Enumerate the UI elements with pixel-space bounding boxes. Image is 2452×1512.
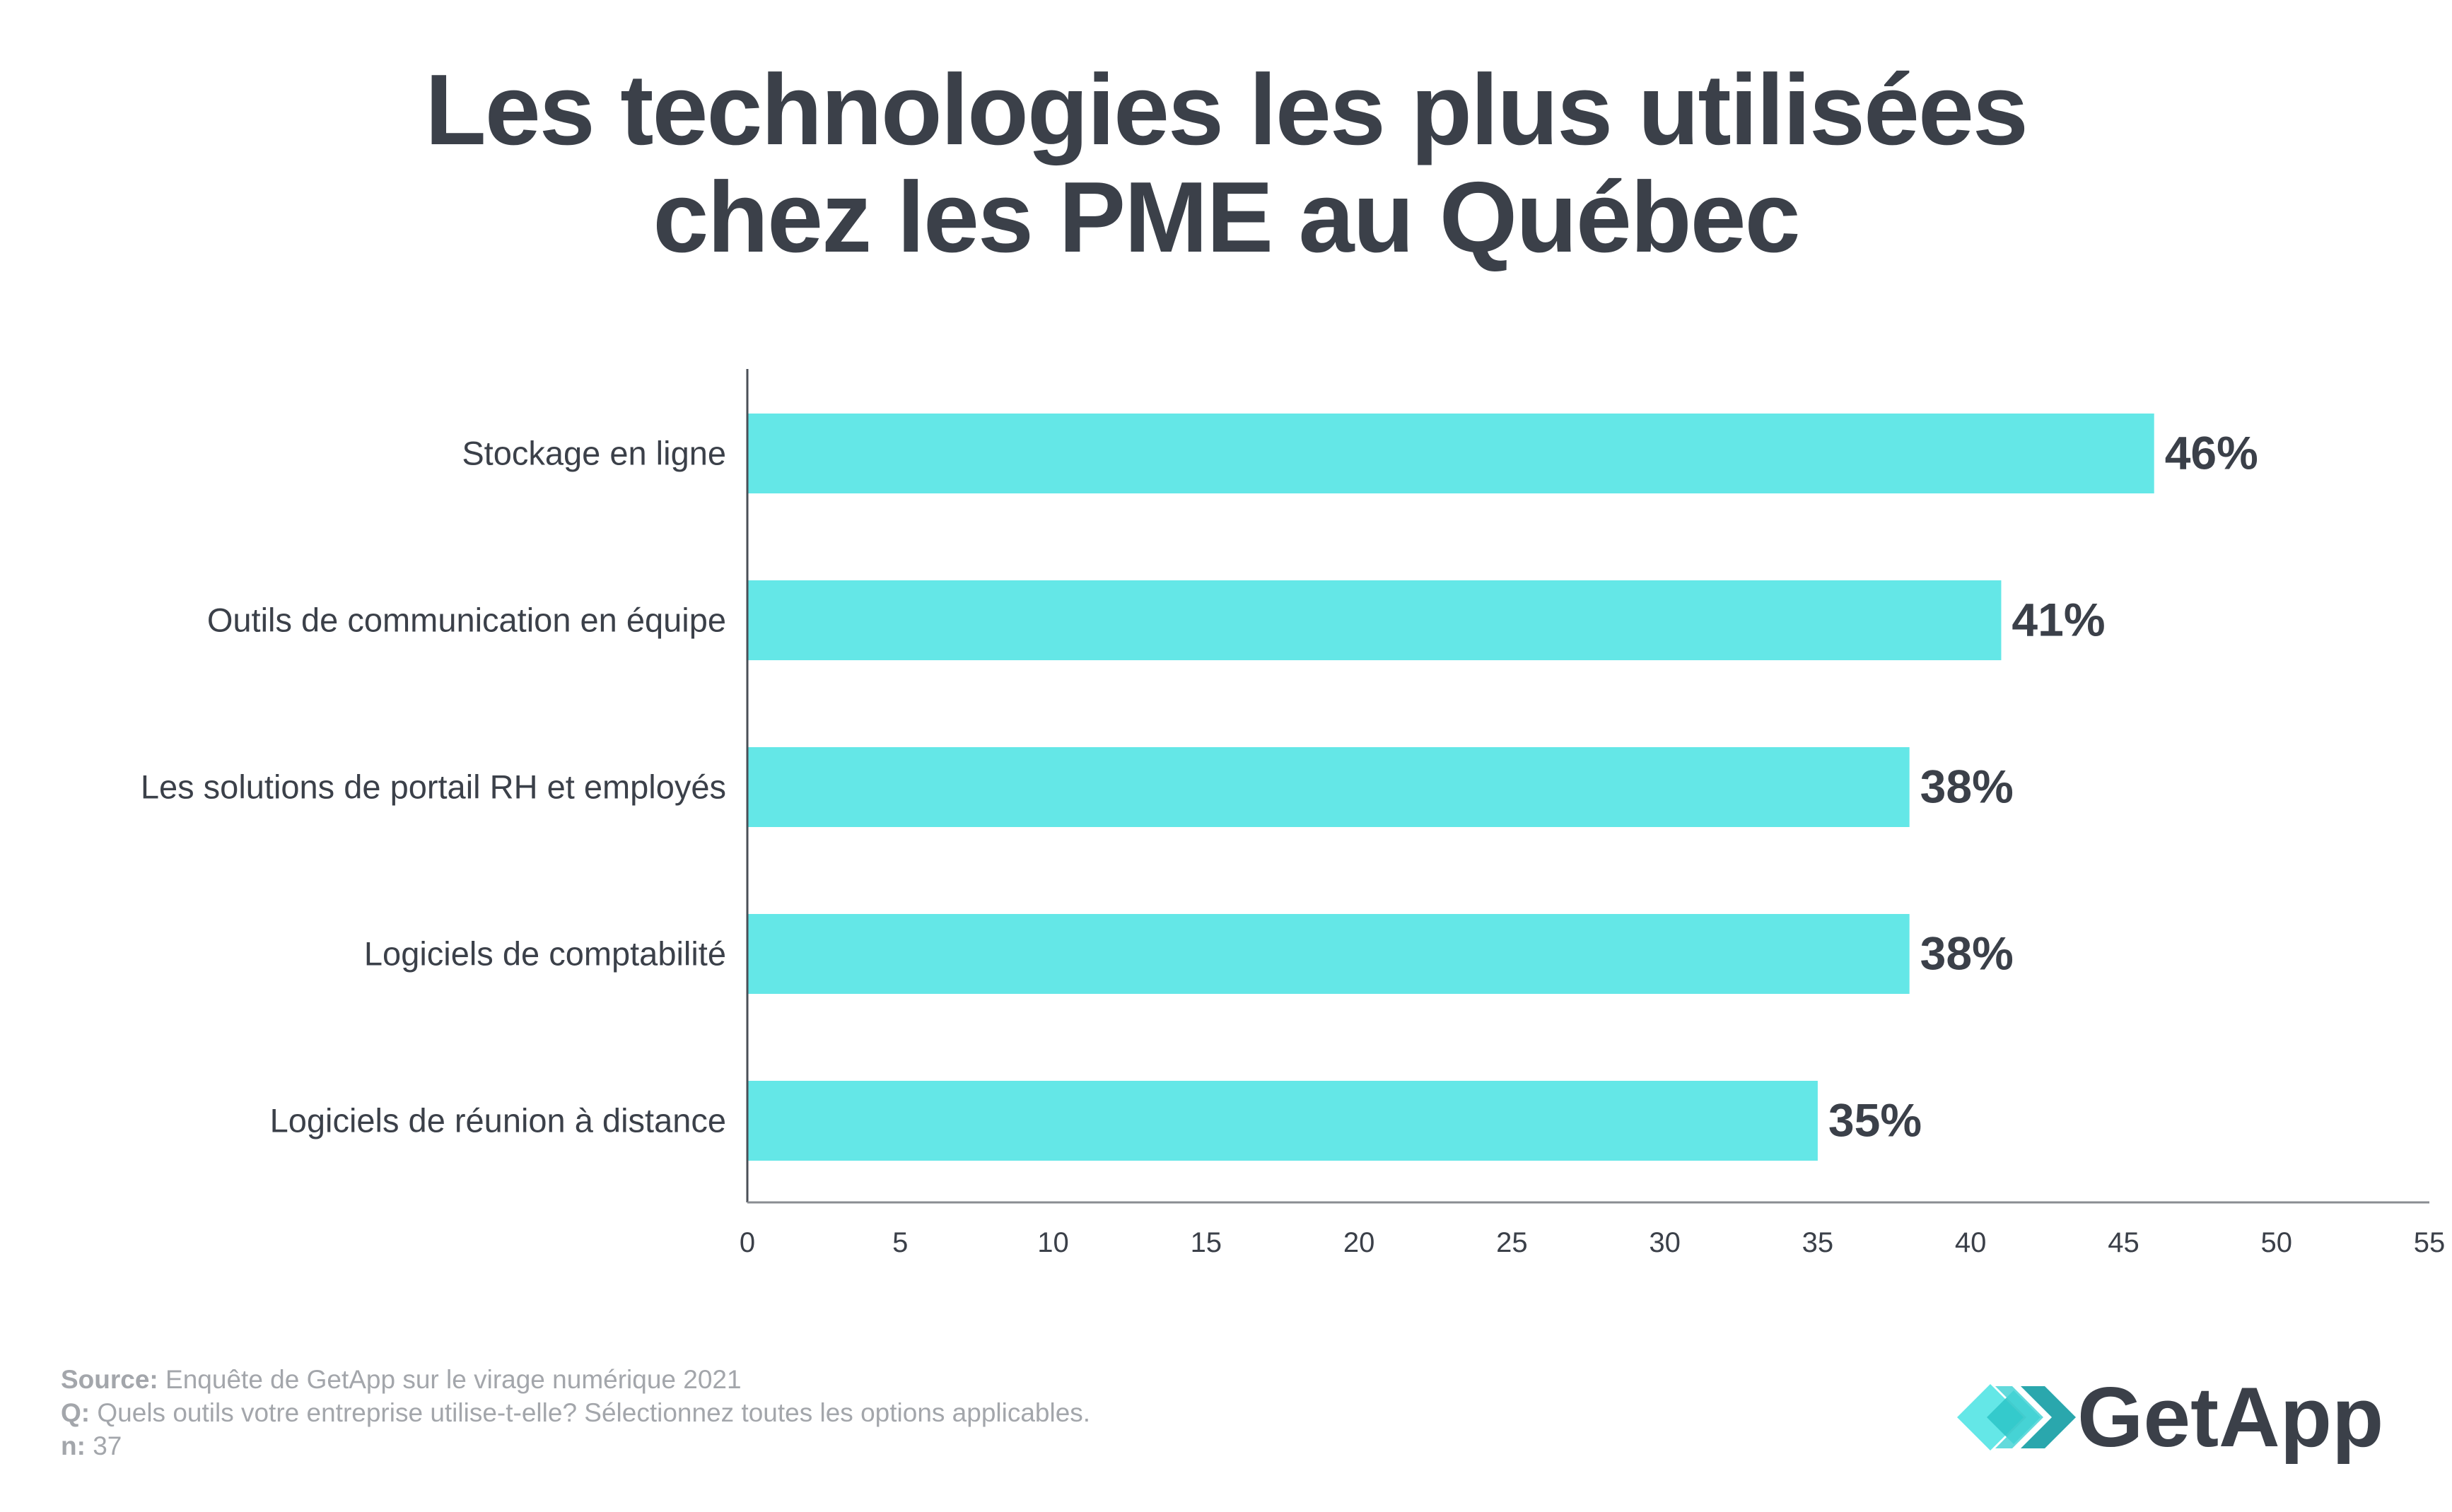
bar-0 [747, 414, 2154, 493]
category-label-3: Logiciels de comptabilité [364, 935, 726, 973]
x-tick-label-10: 50 [2260, 1227, 2292, 1258]
question-line: Q: Quels outils votre entreprise utilise… [61, 1396, 1090, 1429]
x-tick-label-3: 15 [1191, 1227, 1222, 1258]
x-tick-label-6: 30 [1649, 1227, 1681, 1258]
x-tick-label-11: 55 [2414, 1227, 2446, 1258]
sample-size-line: n: 37 [61, 1429, 1090, 1463]
x-tick-labels-group: 0 5 10 15 20 25 30 35 40 45 50 55 [740, 1227, 2445, 1258]
source-line: Source: Enquête de GetApp sur le virage … [61, 1363, 1090, 1396]
getapp-logo: GetApp [1951, 1364, 2390, 1470]
chart-title-line-1: Les technologies les plus utilisées [425, 54, 2028, 166]
value-label-3: 38% [1920, 927, 2014, 980]
sample-size-label: n: [61, 1431, 86, 1460]
getapp-wordmark: GetApp [2077, 1370, 2383, 1465]
source-label: Source: [61, 1365, 158, 1394]
value-label-0: 46% [2165, 427, 2258, 479]
question-text: Quels outils votre entreprise utilise-t-… [90, 1398, 1091, 1427]
value-label-4: 35% [1828, 1094, 1922, 1147]
bar-1 [747, 580, 2002, 660]
question-label: Q: [61, 1398, 91, 1427]
chart-title: Les technologies les plus utilisées chez… [0, 57, 2452, 271]
value-labels-group: 46% 41% 38% 38% 35% [1828, 427, 2258, 1147]
category-label-2: Les solutions de portail RH et employés [141, 768, 726, 806]
x-tick-label-4: 20 [1343, 1227, 1375, 1258]
sample-size-text: 37 [85, 1431, 122, 1460]
value-label-2: 38% [1920, 761, 2014, 813]
x-tick-label-1: 5 [892, 1227, 908, 1258]
category-label-4: Logiciels de réunion à distance [270, 1102, 726, 1139]
x-tick-label-0: 0 [740, 1227, 755, 1258]
chart-title-line-2: chez les PME au Québec [653, 161, 1800, 274]
getapp-chevrons-icon [1957, 1384, 2076, 1451]
bar-4 [747, 1081, 1818, 1161]
category-labels-group: Stockage en ligne Outils de communication… [141, 435, 726, 1139]
source-text: Enquête de GetApp sur le virage numériqu… [158, 1365, 742, 1394]
bar-3 [747, 914, 1910, 994]
x-tick-label-2: 10 [1037, 1227, 1069, 1258]
x-tick-label-7: 35 [1802, 1227, 1834, 1258]
x-tick-label-5: 25 [1496, 1227, 1528, 1258]
bars-group [747, 414, 2154, 1161]
category-label-1: Outils de communication en équipe [207, 602, 726, 639]
bar-2 [747, 747, 1910, 827]
x-tick-label-8: 40 [1955, 1227, 1987, 1258]
value-label-1: 41% [2012, 594, 2105, 646]
x-tick-label-9: 45 [2108, 1227, 2139, 1258]
category-label-0: Stockage en ligne [462, 435, 726, 472]
chart-footer: Source: Enquête de GetApp sur le virage … [61, 1363, 1090, 1463]
